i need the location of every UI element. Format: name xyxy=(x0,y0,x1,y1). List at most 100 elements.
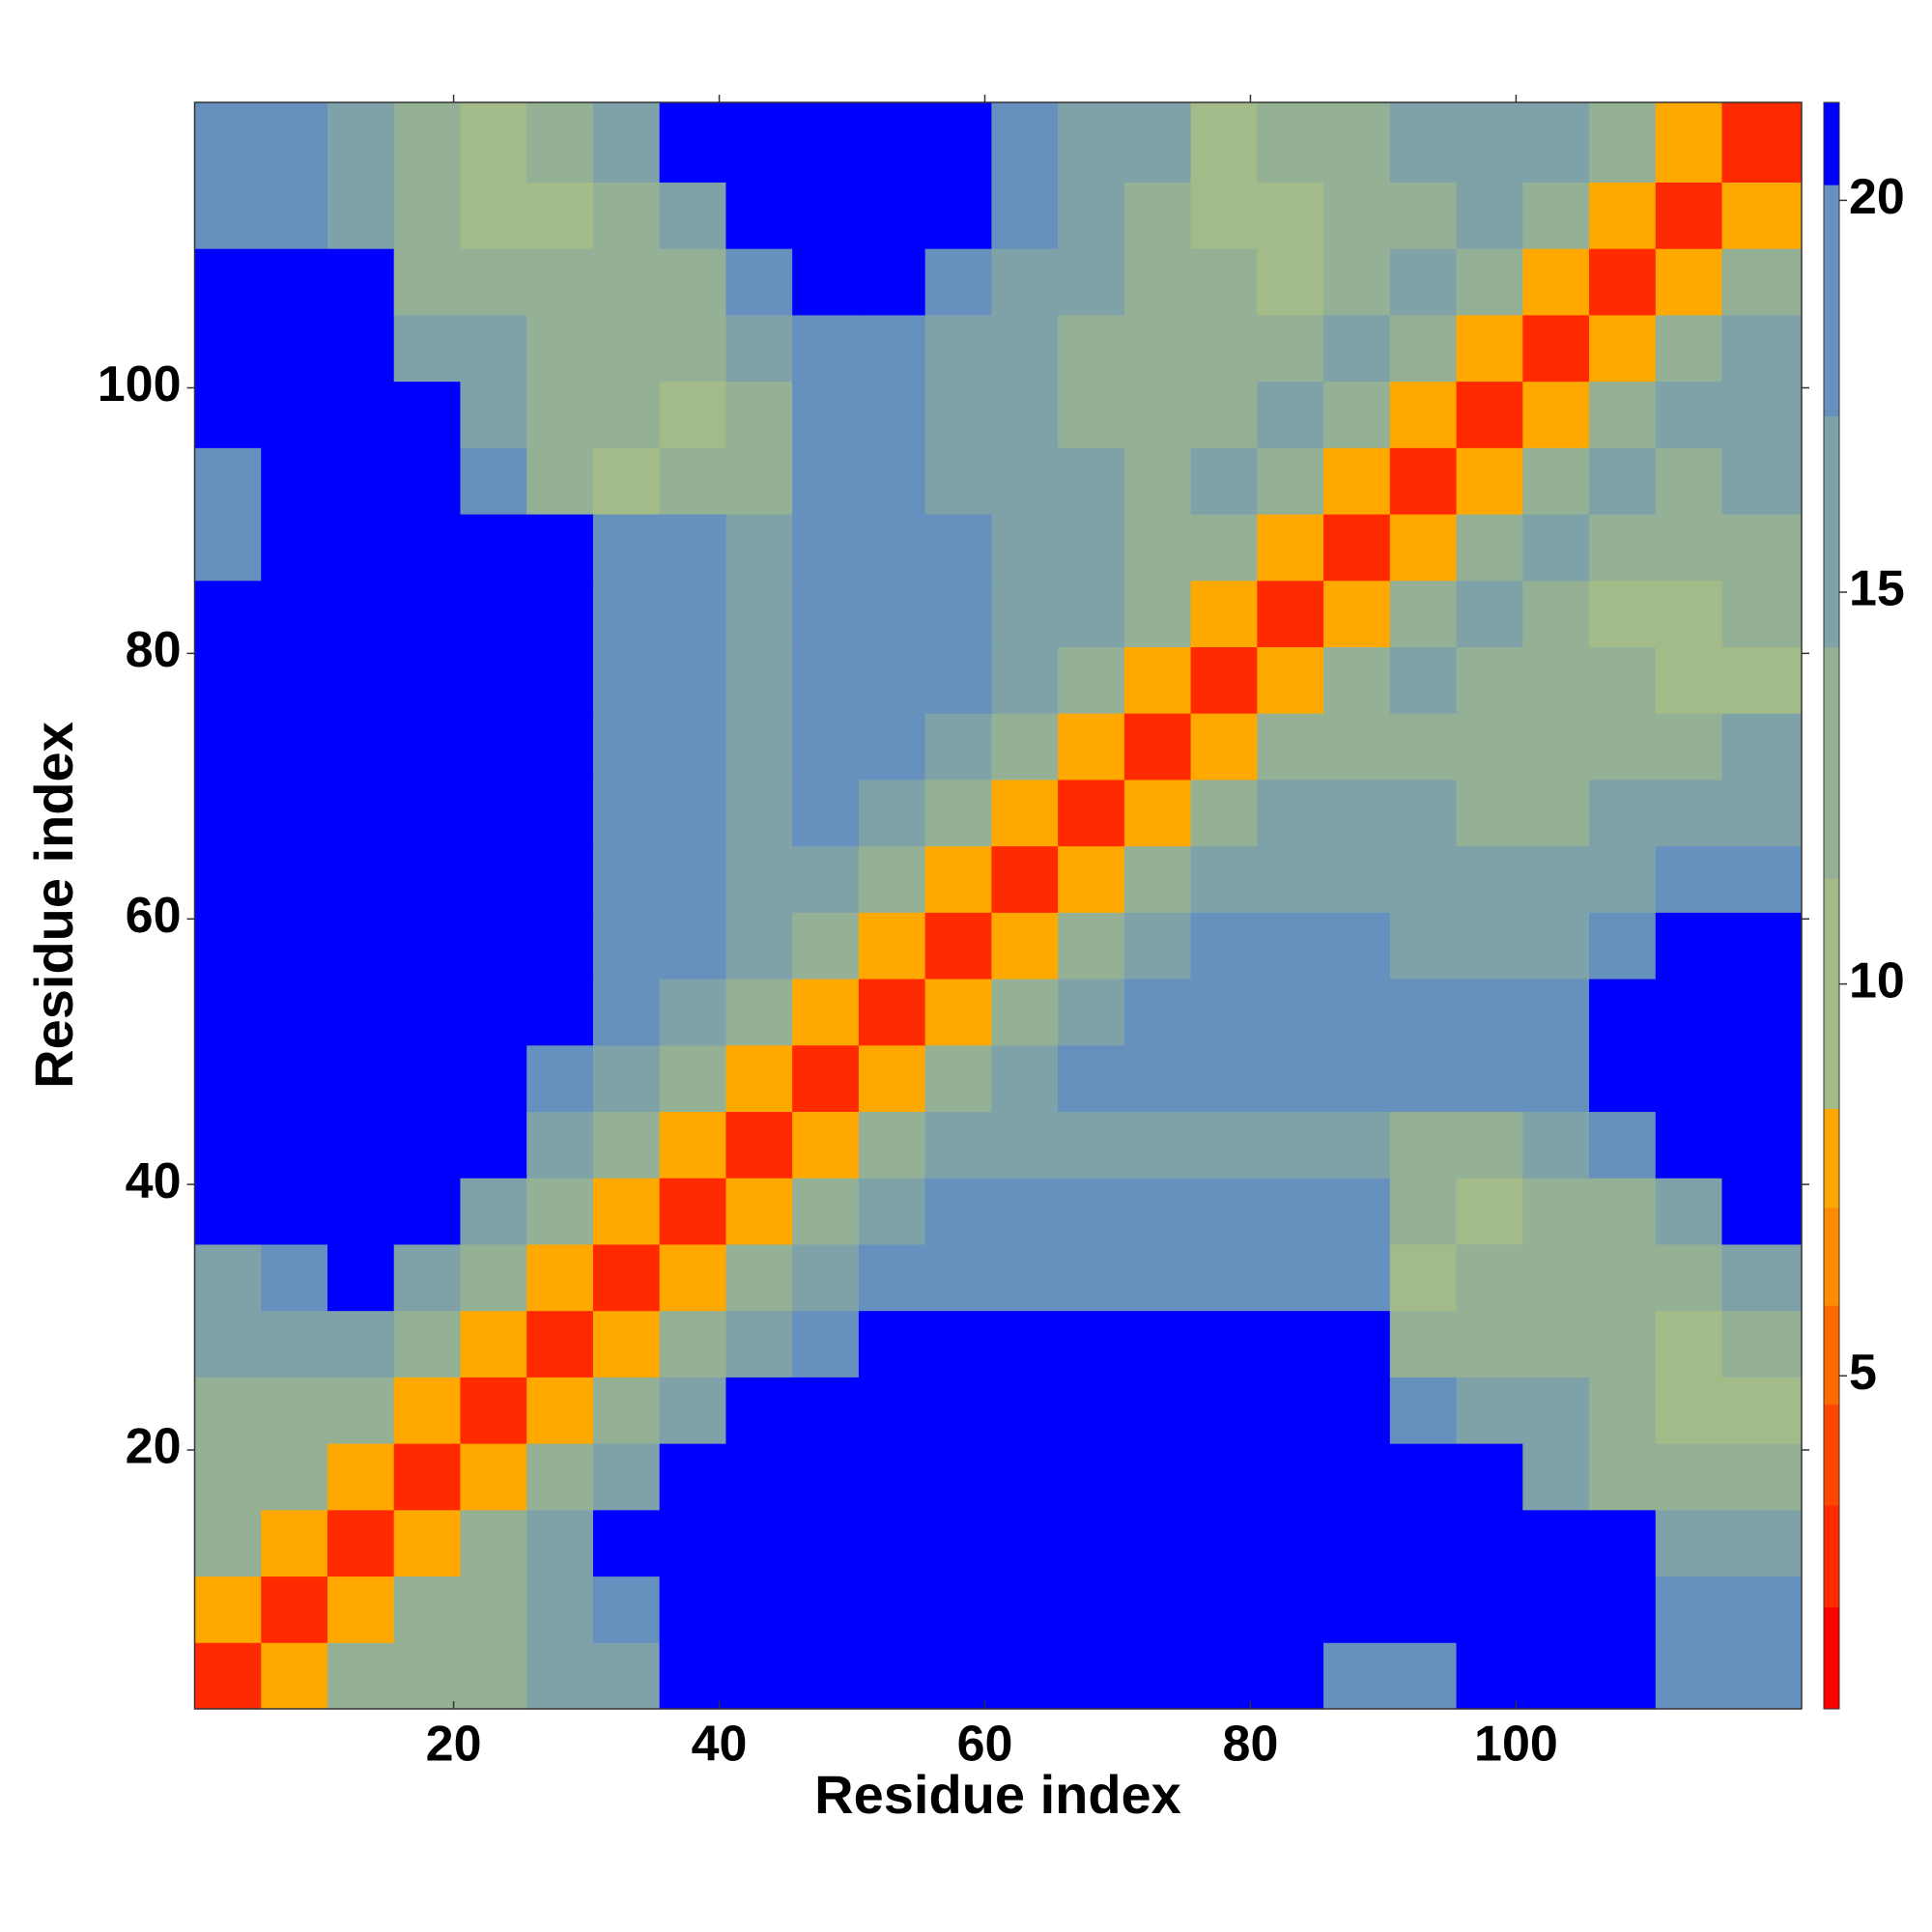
heatmap-cell xyxy=(725,713,793,781)
heatmap-cell xyxy=(1522,779,1590,847)
heatmap-cell xyxy=(792,1310,860,1378)
heatmap-cell xyxy=(725,1576,793,1643)
heatmap-cell xyxy=(1721,845,1803,913)
heatmap-cell xyxy=(1721,248,1803,316)
heatmap-cell xyxy=(792,1443,860,1511)
colorbar-frame xyxy=(1823,101,1840,1710)
heatmap-cell xyxy=(1522,713,1590,781)
heatmap-cell xyxy=(1655,1509,1723,1577)
heatmap-cell xyxy=(1721,1443,1803,1511)
heatmap-cell xyxy=(526,1377,594,1444)
colorbar-level xyxy=(1824,878,1839,1110)
heatmap-cell xyxy=(460,381,527,448)
heatmap-cell xyxy=(1058,447,1125,515)
heatmap-cell xyxy=(393,845,461,913)
heatmap-cell xyxy=(327,447,395,515)
colorbar-level xyxy=(1824,1305,1839,1405)
heatmap-cell xyxy=(393,1111,461,1179)
heatmap-cell xyxy=(792,1509,860,1577)
heatmap-cell xyxy=(393,1642,461,1710)
heatmap-cell xyxy=(1655,979,1723,1046)
heatmap-cell xyxy=(1323,1310,1391,1378)
heatmap-cell xyxy=(460,1243,527,1312)
heatmap-cell xyxy=(792,314,860,383)
heatmap-cell xyxy=(991,381,1059,448)
heatmap-cell xyxy=(1257,1377,1324,1444)
colorbar-level xyxy=(1824,102,1839,185)
heatmap-cell xyxy=(1190,1377,1258,1444)
heatmap-cell xyxy=(1257,1243,1324,1312)
heatmap-cell xyxy=(1190,1509,1258,1577)
colorbar-level xyxy=(1824,1108,1839,1208)
heatmap-cell xyxy=(1456,580,1523,647)
heatmap-cell xyxy=(1190,381,1258,448)
heatmap-cell xyxy=(725,1111,793,1179)
heatmap-cell xyxy=(1456,713,1523,781)
heatmap-cell xyxy=(526,102,594,183)
colorbar-level xyxy=(1824,1505,1839,1608)
heatmap-cell xyxy=(194,447,262,515)
heatmap-cell xyxy=(460,779,527,847)
heatmap-cell xyxy=(792,1576,860,1643)
heatmap-cell xyxy=(924,1310,992,1378)
heatmap-cell xyxy=(1655,1111,1723,1179)
heatmap-cell xyxy=(1389,713,1458,781)
heatmap-cell xyxy=(1323,779,1391,847)
heatmap-cell xyxy=(924,646,992,714)
heatmap-cell xyxy=(1389,1243,1458,1312)
heatmap-cell xyxy=(592,1642,661,1710)
heatmap-cell xyxy=(526,713,594,781)
heatmap-cell xyxy=(327,1443,395,1511)
heatmap-cell xyxy=(1123,979,1192,1046)
heatmap-cell xyxy=(1389,314,1458,383)
heatmap-cell xyxy=(1655,447,1723,515)
heatmap-cell xyxy=(1655,381,1723,448)
heatmap-cell xyxy=(792,1111,860,1179)
heatmap-cell xyxy=(194,102,262,183)
heatmap-cell xyxy=(991,1576,1059,1643)
heatmap-cell xyxy=(460,979,527,1046)
heatmap-cell xyxy=(858,580,926,647)
heatmap-cell xyxy=(1058,646,1125,714)
heatmap-cell xyxy=(1190,1044,1258,1113)
heatmap-cell xyxy=(1058,1044,1125,1113)
heatmap-cell xyxy=(1522,248,1590,316)
heatmap-cell xyxy=(1123,514,1192,582)
heatmap-cell xyxy=(1058,845,1125,913)
heatmap-cell xyxy=(1456,514,1523,582)
heatmap-cell xyxy=(792,979,860,1046)
heatmap-cell xyxy=(592,912,661,980)
heatmap-cell xyxy=(1522,314,1590,383)
heatmap-cell xyxy=(1058,1178,1125,1245)
heatmap-cell xyxy=(1389,580,1458,647)
heatmap-cell xyxy=(327,1642,395,1710)
heatmap-cell xyxy=(1389,845,1458,913)
heatmap-cell xyxy=(991,713,1059,781)
heatmap-cell xyxy=(1323,1576,1391,1643)
heatmap-cell xyxy=(194,1509,262,1577)
heatmap-cell xyxy=(725,1178,793,1245)
heatmap-cell xyxy=(1589,1178,1657,1245)
heatmap-cell xyxy=(1323,845,1391,913)
heatmap-cell xyxy=(924,1178,992,1245)
heatmap-cell xyxy=(592,1044,661,1113)
heatmap-cell xyxy=(659,912,726,980)
heatmap-cell xyxy=(1589,779,1657,847)
heatmap-cell xyxy=(526,1509,594,1577)
heatmap-cell xyxy=(393,1178,461,1245)
heatmap-cell xyxy=(1323,713,1391,781)
heatmap-cell xyxy=(1323,1443,1391,1511)
heatmap-cell xyxy=(460,314,527,383)
heatmap-cell xyxy=(460,1377,527,1444)
heatmap-cell xyxy=(261,1509,328,1577)
heatmap-cell xyxy=(991,580,1059,647)
heatmap-cell xyxy=(1589,182,1657,249)
heatmap-cell xyxy=(1257,447,1324,515)
colorbar-level xyxy=(1824,1207,1839,1306)
heatmap-cell xyxy=(1456,1310,1523,1378)
heatmap-cell xyxy=(194,779,262,847)
heatmap-cell xyxy=(1257,779,1324,847)
heatmap-cell xyxy=(194,1576,262,1643)
heatmap-cell xyxy=(1323,912,1391,980)
heatmap-cell xyxy=(1257,912,1324,980)
